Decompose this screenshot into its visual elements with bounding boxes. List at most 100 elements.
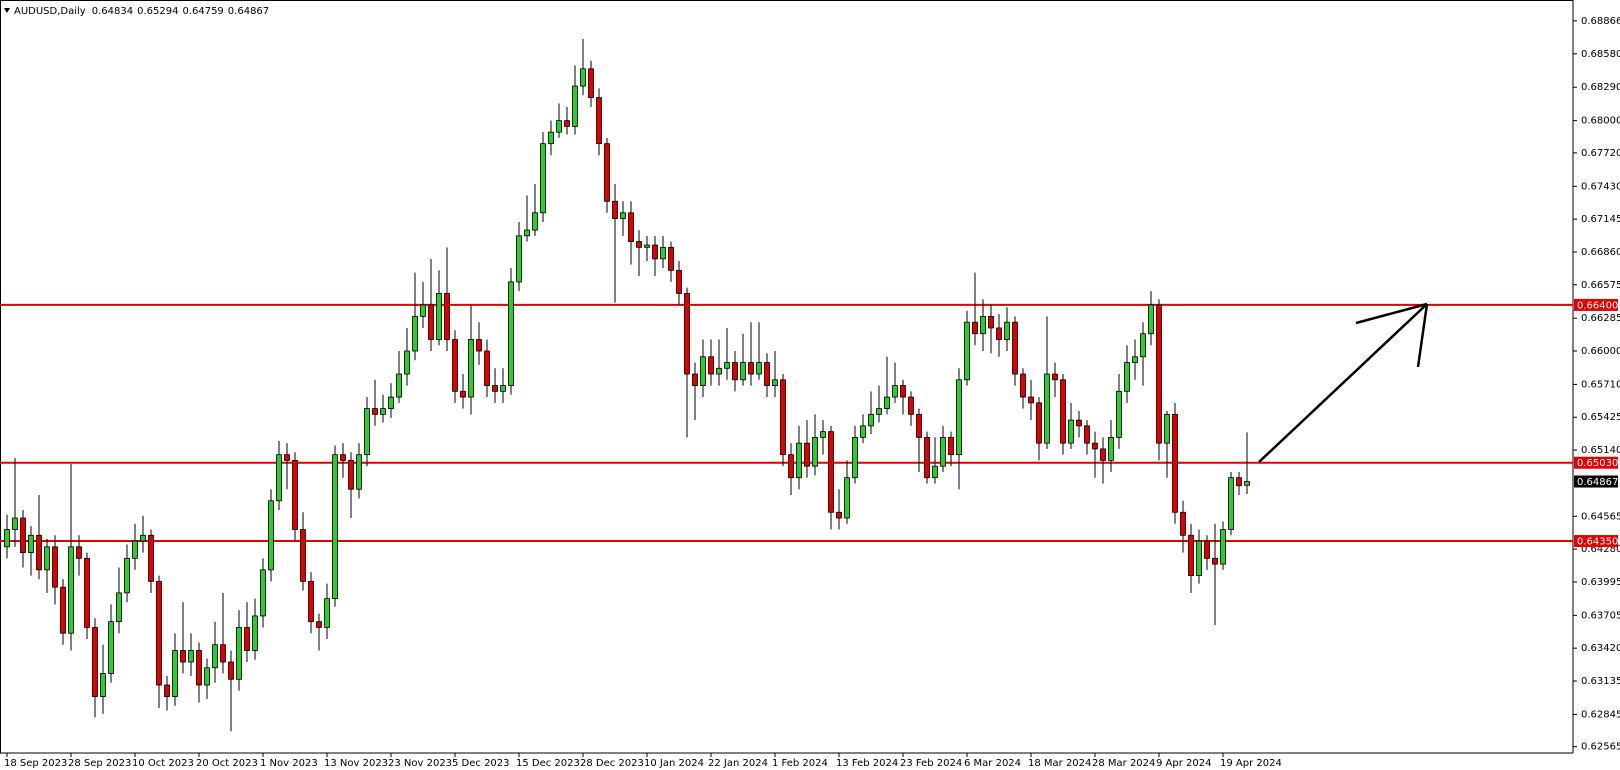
y-tick-label: 0.63135	[1581, 676, 1620, 687]
candle-body	[996, 327, 1002, 340]
candle-body	[404, 350, 410, 375]
candle-body	[116, 592, 122, 623]
candle-body	[1140, 333, 1146, 358]
candle-body	[748, 362, 754, 375]
level-label: 0.64350	[1577, 537, 1618, 548]
candle-body	[548, 131, 554, 145]
candle-body	[756, 362, 762, 375]
y-tick-label: 0.62845	[1581, 709, 1620, 720]
candle-body	[28, 534, 34, 553]
header-triangle	[4, 8, 10, 13]
x-tick-label: 22 Jan 2024	[708, 758, 768, 769]
candle-body	[1116, 390, 1122, 438]
candle-body	[84, 557, 90, 628]
candle-body	[556, 120, 562, 133]
x-tick-label: 10 Oct 2023	[132, 758, 194, 769]
candle-body	[36, 534, 42, 571]
candle-body	[108, 621, 114, 674]
candle-body	[468, 339, 474, 398]
candle-body	[476, 339, 482, 352]
candle-body	[612, 200, 618, 219]
candle-body	[292, 460, 298, 530]
candle-body	[1124, 362, 1130, 392]
candle-body	[132, 540, 138, 559]
x-tick-label: 18 Sep 2023	[4, 758, 67, 769]
candle-body	[724, 362, 730, 369]
candle-body	[356, 454, 362, 490]
last-price-label: 0.64867	[1577, 477, 1618, 488]
candle-body	[580, 68, 586, 87]
candle-body	[212, 644, 218, 669]
last-high: 0.65294	[137, 6, 178, 17]
candle-body	[348, 460, 354, 490]
candle-body	[492, 385, 498, 392]
candle-body	[828, 431, 834, 513]
candle-body	[236, 627, 242, 680]
y-tick-label: 0.65425	[1581, 412, 1620, 423]
candle-body	[892, 385, 898, 398]
x-tick-label: 19 Apr 2024	[1220, 758, 1282, 769]
candle-body	[660, 246, 666, 260]
candle-body	[644, 244, 650, 248]
candle-body	[1052, 373, 1058, 381]
candle-body	[436, 293, 442, 340]
candle-body	[1156, 304, 1162, 444]
candle-body	[1068, 419, 1074, 444]
candle-body	[564, 120, 570, 127]
candle-body	[796, 442, 802, 479]
candle-body	[60, 586, 66, 634]
y-tick-label: 0.66285	[1581, 313, 1620, 324]
axis-labels: 0.68866 0.68580 0.68290 0.68000 0.67720 0.674…	[4, 16, 1620, 769]
candle-body	[588, 68, 594, 99]
last-close: 0.64867	[228, 6, 269, 17]
x-tick-label: 1 Nov 2023	[260, 758, 318, 769]
y-tick-label: 0.63420	[1581, 643, 1620, 654]
x-tick-label: 13 Nov 2023	[324, 758, 388, 769]
candle-body	[1060, 379, 1066, 444]
candle-body	[12, 517, 18, 530]
x-tick-label: 5 Dec 2023	[452, 758, 510, 769]
candle-body	[732, 362, 738, 381]
candle-body	[220, 644, 226, 663]
x-tick-label: 28 Dec 2023	[580, 758, 644, 769]
candle-body	[1028, 396, 1034, 404]
candle-body	[668, 246, 674, 271]
candle-body	[52, 546, 58, 588]
candle-body	[1164, 413, 1170, 444]
x-tick-label: 28 Mar 2024	[1092, 758, 1155, 769]
level-label: 0.66400	[1577, 300, 1618, 311]
candle-body	[684, 293, 690, 375]
candle-body	[1204, 540, 1210, 559]
candle-body	[1108, 436, 1114, 461]
candle-body	[596, 97, 602, 145]
candle-body	[396, 373, 402, 398]
candle-body	[1220, 529, 1226, 565]
candle-body	[172, 650, 178, 697]
x-tick-label: 13 Feb 2024	[836, 758, 898, 769]
candle-body	[388, 396, 394, 409]
x-tick-label: 10 Jan 2024	[644, 758, 704, 769]
candle-body	[868, 413, 874, 427]
candle-body	[180, 650, 186, 663]
candle-body	[524, 229, 530, 237]
candle-body	[1036, 402, 1042, 444]
candle-body	[1244, 481, 1250, 486]
arrow-annotation	[1258, 302, 1429, 463]
candle-body	[412, 316, 418, 352]
candle-body	[804, 442, 810, 467]
y-tick-label: 0.62565	[1581, 742, 1620, 753]
y-tick-label: 0.66860	[1581, 247, 1620, 258]
candle-body	[1188, 534, 1194, 577]
candle-body	[772, 379, 778, 386]
candle-body	[164, 684, 170, 697]
y-tick-label: 0.64565	[1581, 511, 1620, 522]
y-tick-label: 0.68866	[1581, 16, 1620, 27]
candle-body	[716, 367, 722, 375]
candle-body	[916, 413, 922, 438]
candle-body	[1212, 557, 1218, 565]
x-tick-label: 6 Mar 2024	[964, 758, 1021, 769]
candle-body	[620, 212, 626, 219]
candle-body	[948, 436, 954, 456]
y-tick-label: 0.63995	[1581, 577, 1620, 588]
candle-body	[780, 379, 786, 456]
